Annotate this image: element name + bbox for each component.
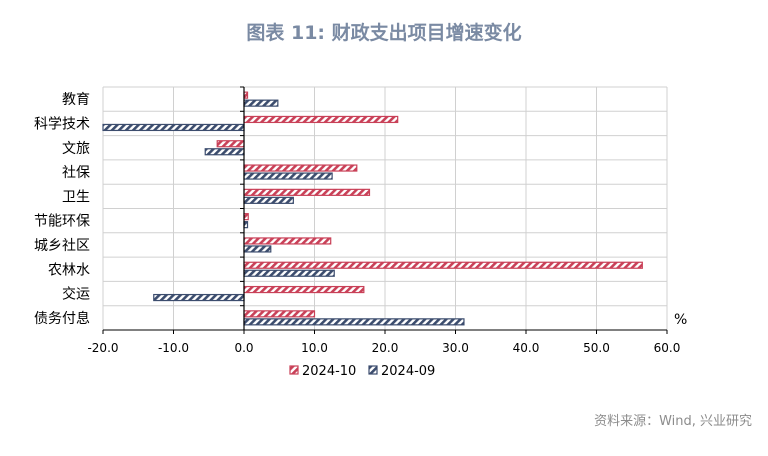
bar-2024-10-债务付息 — [243, 310, 316, 318]
bar-2024-10-交运 — [243, 285, 365, 294]
unit-label: % — [674, 312, 687, 328]
bar-2024-10-卫生 — [243, 188, 371, 196]
bar-2024-09-文旅 — [204, 148, 245, 156]
category-label: 教育 — [62, 92, 90, 108]
chart-title: 图表 11: 财政支出项目增速变化 — [246, 22, 522, 44]
category-label: 社保 — [62, 165, 90, 181]
category-label: 债务付息 — [34, 310, 90, 327]
bar-2024-09-城乡社区 — [243, 245, 272, 253]
bar-2024-10-社保 — [243, 164, 358, 172]
x-tick-label: 60.0 — [654, 341, 681, 355]
legend-label-2024-09: 2024-09 — [381, 364, 435, 379]
x-tick-label: 30.0 — [442, 341, 469, 355]
bar-2024-09-教育 — [243, 99, 279, 107]
x-tick-label: 40.0 — [513, 341, 540, 355]
category-label: 科学技术 — [34, 116, 90, 132]
x-tick-labels: -20.0 -10.0 0.0 10.0 20.0 30.0 40.0 50.0 60.0 — [87, 341, 680, 355]
category-label: 农林水 — [48, 262, 90, 278]
bar-2024-10-节能环保 — [243, 213, 249, 221]
bar-2024-10-农林水 — [243, 261, 643, 269]
source-note: 资料来源：Wind, 兴业研究 — [594, 414, 752, 429]
bar-2024-10-科学技术 — [243, 115, 399, 124]
category-label: 文旅 — [62, 141, 90, 157]
bar-2024-10-城乡社区 — [243, 237, 332, 245]
bar-2024-09-农林水 — [243, 269, 335, 277]
legend-swatch-2024-09 — [368, 365, 378, 375]
x-tick-label: 10.0 — [301, 341, 328, 355]
bar-2024-10-文旅 — [216, 140, 245, 148]
x-tick-label: 0.0 — [234, 341, 253, 355]
category-label: 交运 — [62, 286, 90, 303]
category-label: 卫生 — [62, 189, 90, 205]
bar-2024-09-社保 — [243, 172, 333, 180]
bar-2024-09-科学技术 — [102, 123, 245, 132]
axes-group — [102, 86, 668, 334]
grid-lines — [102, 86, 668, 331]
category-label: 节能环保 — [34, 214, 90, 230]
legend: 2024-10 2024-09 — [289, 364, 435, 379]
x-tick-label: -20.0 — [87, 341, 118, 355]
bar-2024-09-债务付息 — [243, 318, 465, 326]
legend-swatch-2024-10 — [289, 365, 299, 375]
x-tick-label: -10.0 — [158, 341, 189, 355]
x-tick-label: 50.0 — [583, 341, 610, 355]
legend-label-2024-10: 2024-10 — [302, 364, 356, 379]
bar-2024-09-交运 — [153, 293, 245, 302]
category-label: 城乡社区 — [34, 238, 90, 254]
x-tick-label: 20.0 — [372, 341, 399, 355]
bar-2024-09-卫生 — [243, 196, 294, 204]
